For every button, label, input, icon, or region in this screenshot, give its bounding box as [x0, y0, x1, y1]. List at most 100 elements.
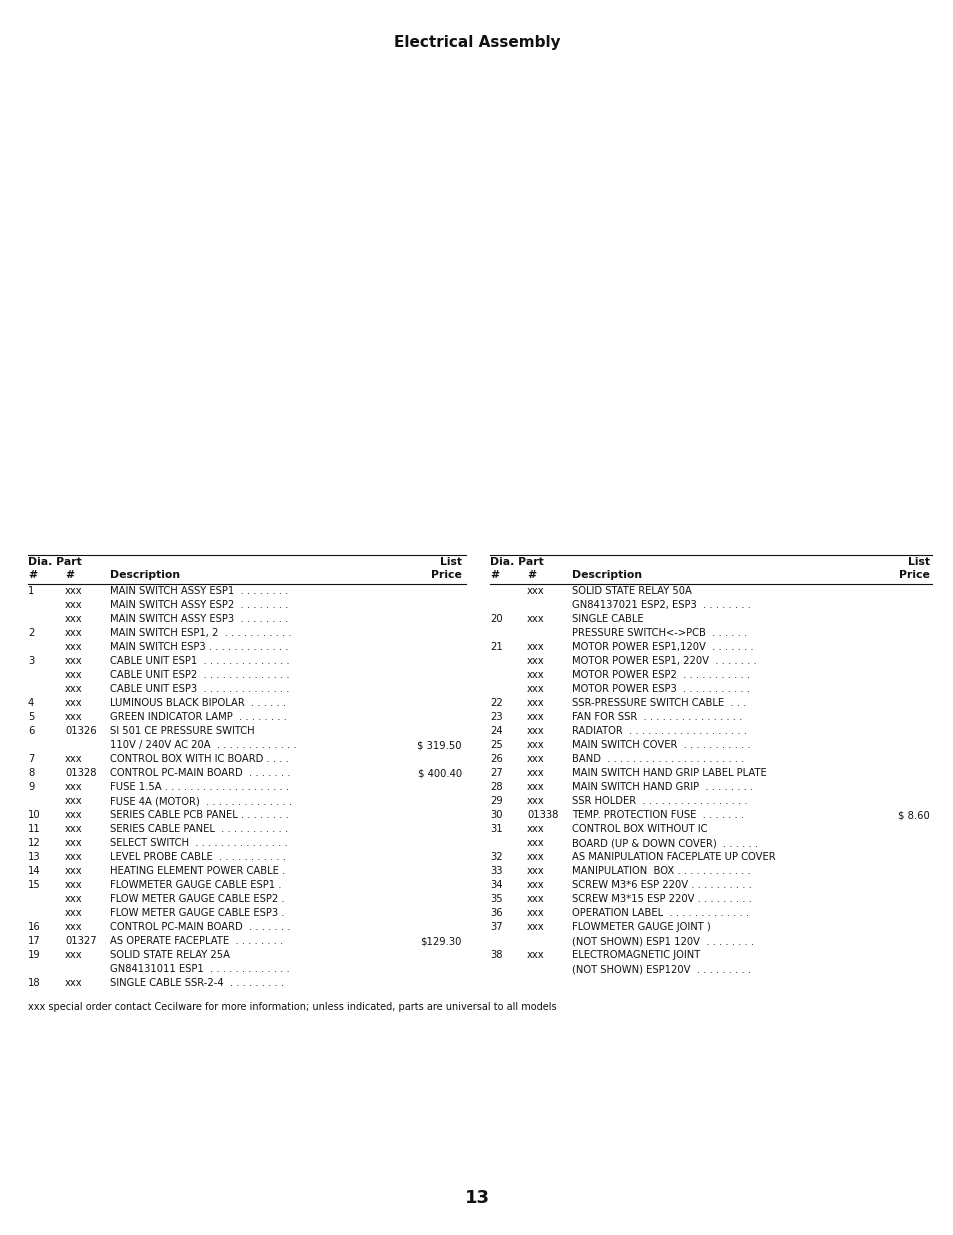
Text: AS OPERATE FACEPLATE  . . . . . . . .: AS OPERATE FACEPLATE . . . . . . . .	[110, 936, 283, 946]
Text: xxx: xxx	[526, 782, 544, 792]
Text: xxx: xxx	[526, 642, 544, 652]
Text: FLOW METER GAUGE CABLE ESP3 .: FLOW METER GAUGE CABLE ESP3 .	[110, 908, 284, 918]
Text: $129.30: $129.30	[420, 936, 461, 946]
Text: FLOWMETER GAUGE JOINT ): FLOWMETER GAUGE JOINT )	[572, 923, 710, 932]
Text: ELECTROMAGNETIC JOINT: ELECTROMAGNETIC JOINT	[572, 950, 700, 960]
Text: MAIN SWITCH COVER  . . . . . . . . . . .: MAIN SWITCH COVER . . . . . . . . . . .	[572, 740, 750, 750]
Text: List: List	[439, 557, 461, 567]
Text: 01338: 01338	[526, 810, 558, 820]
Text: LUMINOUS BLACK BIPOLAR  . . . . . .: LUMINOUS BLACK BIPOLAR . . . . . .	[110, 698, 286, 708]
Text: MANIPULATION  BOX . . . . . . . . . . . .: MANIPULATION BOX . . . . . . . . . . . .	[572, 866, 750, 876]
Text: HEATING ELEMENT POWER CABLE .: HEATING ELEMENT POWER CABLE .	[110, 866, 285, 876]
Text: xxx: xxx	[65, 797, 83, 806]
Text: xxx: xxx	[65, 600, 83, 610]
Text: 9: 9	[28, 782, 34, 792]
Text: AS MANIPULATION FACEPLATE UP COVER: AS MANIPULATION FACEPLATE UP COVER	[572, 852, 775, 862]
Text: 31: 31	[490, 824, 502, 834]
Text: #: #	[28, 571, 37, 580]
Text: OPERATION LABEL  . . . . . . . . . . . . .: OPERATION LABEL . . . . . . . . . . . . …	[572, 908, 748, 918]
Text: 21: 21	[490, 642, 502, 652]
Text: xxx: xxx	[65, 908, 83, 918]
Text: xxx: xxx	[526, 824, 544, 834]
Text: xxx: xxx	[526, 713, 544, 722]
Text: MOTOR POWER ESP3  . . . . . . . . . . .: MOTOR POWER ESP3 . . . . . . . . . . .	[572, 684, 749, 694]
Text: 01326: 01326	[65, 726, 96, 736]
Text: 1: 1	[28, 585, 34, 597]
Text: xxx: xxx	[65, 810, 83, 820]
Text: CABLE UNIT ESP3  . . . . . . . . . . . . . .: CABLE UNIT ESP3 . . . . . . . . . . . . …	[110, 684, 289, 694]
Text: xxx: xxx	[526, 908, 544, 918]
Text: 34: 34	[490, 881, 502, 890]
Text: BAND  . . . . . . . . . . . . . . . . . . . . . .: BAND . . . . . . . . . . . . . . . . . .…	[572, 755, 743, 764]
Text: SOLID STATE RELAY 50A: SOLID STATE RELAY 50A	[572, 585, 691, 597]
Text: MAIN SWITCH ASSY ESP3  . . . . . . . .: MAIN SWITCH ASSY ESP3 . . . . . . . .	[110, 614, 288, 624]
Text: MOTOR POWER ESP2  . . . . . . . . . . .: MOTOR POWER ESP2 . . . . . . . . . . .	[572, 671, 749, 680]
Text: SINGLE CABLE SSR-2-4  . . . . . . . . .: SINGLE CABLE SSR-2-4 . . . . . . . . .	[110, 978, 284, 988]
Text: xxx: xxx	[65, 684, 83, 694]
Text: xxx: xxx	[526, 726, 544, 736]
Text: CONTROL PC-MAIN BOARD  . . . . . . .: CONTROL PC-MAIN BOARD . . . . . . .	[110, 923, 291, 932]
Text: GN84137021 ESP2, ESP3  . . . . . . . .: GN84137021 ESP2, ESP3 . . . . . . . .	[572, 600, 750, 610]
Text: 01327: 01327	[65, 936, 96, 946]
Text: xxx: xxx	[65, 978, 83, 988]
Text: xxx: xxx	[526, 881, 544, 890]
Text: $ 400.40: $ 400.40	[417, 768, 461, 778]
Text: xxx: xxx	[65, 671, 83, 680]
Text: SCREW M3*15 ESP 220V . . . . . . . . .: SCREW M3*15 ESP 220V . . . . . . . . .	[572, 894, 751, 904]
Text: Price: Price	[431, 571, 461, 580]
Text: xxx: xxx	[65, 839, 83, 848]
Text: xxx: xxx	[65, 629, 83, 638]
Text: Price: Price	[898, 571, 929, 580]
Text: MAIN SWITCH ESP3 . . . . . . . . . . . . .: MAIN SWITCH ESP3 . . . . . . . . . . . .…	[110, 642, 288, 652]
Text: xxx: xxx	[65, 656, 83, 666]
Text: #: #	[490, 571, 498, 580]
Text: TEMP. PROTECTION FUSE  . . . . . . .: TEMP. PROTECTION FUSE . . . . . . .	[572, 810, 743, 820]
Text: FUSE 4A (MOTOR)  . . . . . . . . . . . . . .: FUSE 4A (MOTOR) . . . . . . . . . . . . …	[110, 797, 292, 806]
Text: xxx: xxx	[526, 698, 544, 708]
Text: 22: 22	[490, 698, 502, 708]
Text: xxx: xxx	[65, 698, 83, 708]
Text: 35: 35	[490, 894, 502, 904]
Text: $ 8.60: $ 8.60	[898, 810, 929, 820]
Text: SCREW M3*6 ESP 220V . . . . . . . . . .: SCREW M3*6 ESP 220V . . . . . . . . . .	[572, 881, 751, 890]
Text: 5: 5	[28, 713, 34, 722]
Text: 7: 7	[28, 755, 34, 764]
Text: 14: 14	[28, 866, 41, 876]
Text: CONTROL PC-MAIN BOARD  . . . . . . .: CONTROL PC-MAIN BOARD . . . . . . .	[110, 768, 291, 778]
Text: SERIES CABLE PCB PANEL . . . . . . . .: SERIES CABLE PCB PANEL . . . . . . . .	[110, 810, 289, 820]
Text: 4: 4	[28, 698, 34, 708]
Text: SI 501 CE PRESSURE SWITCH: SI 501 CE PRESSURE SWITCH	[110, 726, 254, 736]
Text: 11: 11	[28, 824, 41, 834]
Text: #: #	[65, 571, 74, 580]
Text: List: List	[907, 557, 929, 567]
Text: 23: 23	[490, 713, 502, 722]
Text: MAIN SWITCH ASSY ESP1  . . . . . . . .: MAIN SWITCH ASSY ESP1 . . . . . . . .	[110, 585, 288, 597]
Text: xxx: xxx	[65, 614, 83, 624]
Text: xxx: xxx	[526, 852, 544, 862]
Text: 20: 20	[490, 614, 502, 624]
Text: 2: 2	[28, 629, 34, 638]
Text: 37: 37	[490, 923, 502, 932]
Text: xxx: xxx	[526, 656, 544, 666]
Text: FLOW METER GAUGE CABLE ESP2 .: FLOW METER GAUGE CABLE ESP2 .	[110, 894, 284, 904]
Text: 25: 25	[490, 740, 502, 750]
Text: 13: 13	[464, 1189, 489, 1207]
Text: xxx: xxx	[526, 585, 544, 597]
Text: xxx: xxx	[526, 797, 544, 806]
Text: xxx: xxx	[526, 684, 544, 694]
Text: 01328: 01328	[65, 768, 96, 778]
Text: 27: 27	[490, 768, 502, 778]
Text: xxx: xxx	[526, 740, 544, 750]
Text: 29: 29	[490, 797, 502, 806]
Text: Dia. Part: Dia. Part	[490, 557, 543, 567]
Text: CABLE UNIT ESP2  . . . . . . . . . . . . . .: CABLE UNIT ESP2 . . . . . . . . . . . . …	[110, 671, 290, 680]
Text: 38: 38	[490, 950, 502, 960]
Text: GREEN INDICATOR LAMP  . . . . . . . .: GREEN INDICATOR LAMP . . . . . . . .	[110, 713, 287, 722]
Text: SELECT SWITCH  . . . . . . . . . . . . . . .: SELECT SWITCH . . . . . . . . . . . . . …	[110, 839, 288, 848]
Text: CONTROL BOX WITHOUT IC: CONTROL BOX WITHOUT IC	[572, 824, 707, 834]
Text: xxx: xxx	[526, 923, 544, 932]
Text: xxx: xxx	[65, 824, 83, 834]
Text: xxx: xxx	[65, 585, 83, 597]
Text: 8: 8	[28, 768, 34, 778]
Text: SSR HOLDER  . . . . . . . . . . . . . . . . .: SSR HOLDER . . . . . . . . . . . . . . .…	[572, 797, 747, 806]
